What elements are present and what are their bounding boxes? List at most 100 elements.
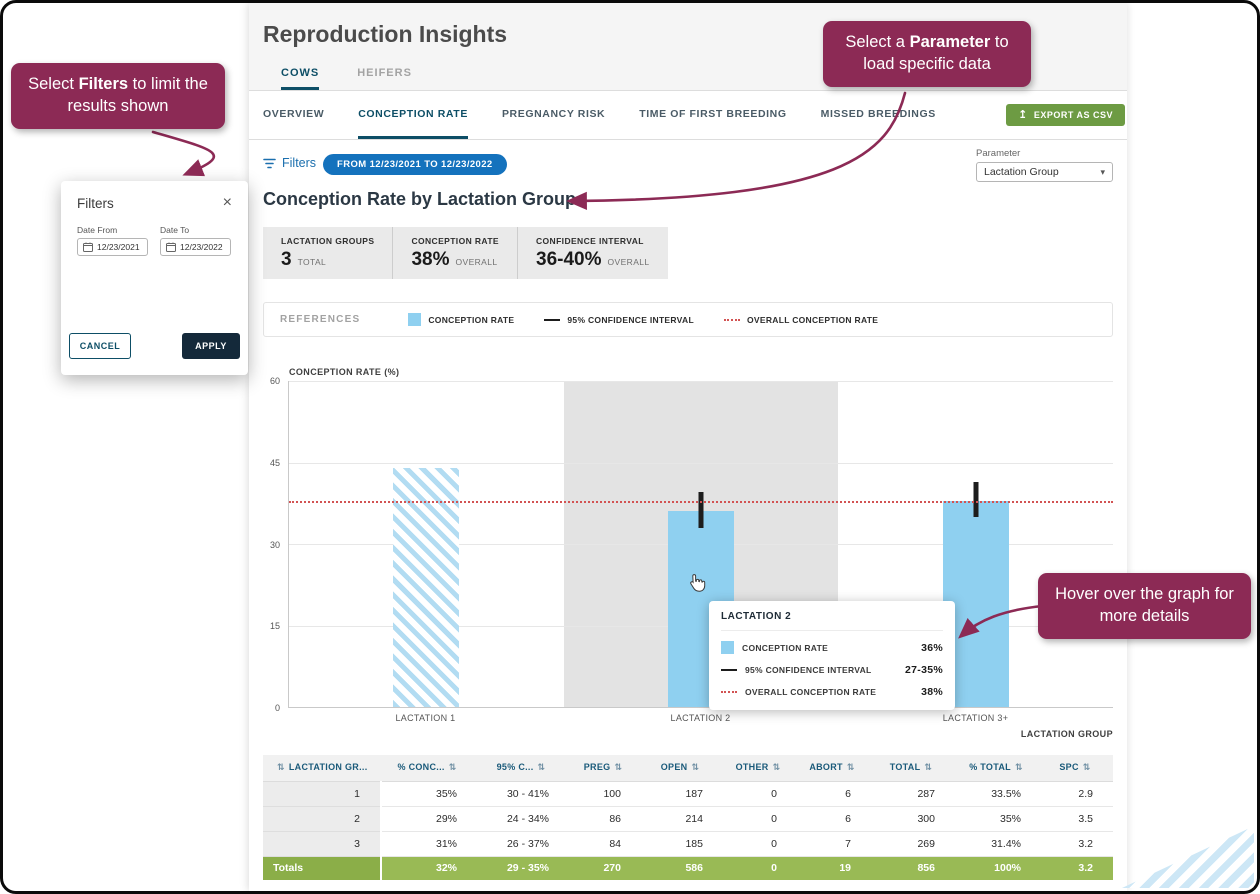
calendar-icon: [83, 242, 93, 252]
date-from-label: Date From: [77, 225, 118, 235]
tab-heifers[interactable]: HEIFERS: [357, 67, 412, 79]
table-cell: 24 - 34%: [477, 806, 569, 832]
table-cell: 187: [641, 781, 723, 807]
subtab-pregnancy-risk[interactable]: PREGNANCY RISK: [501, 107, 606, 120]
totals-cell: 0: [723, 856, 797, 880]
column-header-abort[interactable]: ABORT ⇅: [797, 755, 871, 782]
subtabs: OVERVIEW CONCEPTION RATE PREGNANCY RISK TIM…: [263, 91, 936, 139]
column-header-open[interactable]: OPEN ⇅: [641, 755, 723, 782]
export-csv-button[interactable]: ↥ EXPORT AS CSV: [1006, 104, 1125, 126]
column-header-preg[interactable]: PREG ⇅: [569, 755, 641, 782]
table-cell: 300: [871, 806, 955, 832]
row-key-cell: 3: [263, 831, 382, 857]
callout-bold-text: Parameter: [909, 33, 991, 51]
bar-lactation-1[interactable]: [393, 467, 460, 707]
table-cell: 33.5%: [955, 781, 1041, 807]
column-header--total[interactable]: % TOTAL ⇅: [955, 755, 1041, 782]
column-header-95-c-[interactable]: 95% C... ⇅: [477, 755, 569, 782]
table-cell: 0: [723, 831, 797, 857]
gridline: [289, 381, 1113, 382]
date-from-value: 12/23/2021: [97, 242, 140, 252]
sub-navigation: OVERVIEW CONCEPTION RATE PREGNANCY RISK TIM…: [249, 91, 1127, 140]
callout-bold-text: Filters: [78, 75, 129, 93]
cancel-button[interactable]: CANCEL: [69, 333, 131, 359]
sort-icon: ⇅: [277, 762, 285, 773]
column-header-spc[interactable]: SPC ⇅: [1041, 755, 1113, 782]
x-axis-label-lactation-1: LACTATION 1: [395, 713, 456, 723]
column-header-lactation-gr-[interactable]: ⇅ LACTATION GR...: [263, 755, 381, 782]
bar-chart-plot: [288, 381, 1113, 708]
sort-icon: ⇅: [448, 762, 457, 773]
sort-icon: ⇅: [537, 762, 546, 773]
table-header-row: ⇅ LACTATION GR...% CONC... ⇅ 95% C... ⇅ PREG ⇅…: [263, 755, 1113, 782]
date-from-input[interactable]: 12/23/2021: [77, 238, 148, 256]
callout-select-parameter: Select a Parameter to load specific data: [823, 21, 1031, 87]
table-cell: 6: [797, 806, 871, 832]
section-title: Conception Rate by Lactation Group: [263, 189, 577, 209]
summary-stats-bar: LACTATION GROUPS 3 TOTAL CONCEPTION RATE 38%…: [263, 227, 668, 279]
filter-icon: [263, 158, 276, 168]
parameter-select[interactable]: Lactation Group ▾: [976, 162, 1113, 182]
stat-confidence-interval: CONFIDENCE INTERVAL 36-40% OVERALL: [536, 236, 650, 270]
subtab-missed-breedings[interactable]: MISSED BREEDINGS: [820, 107, 936, 120]
table-row: 2 29% 24 - 34% 86 214 0 6 300 35% 3.5: [263, 806, 1113, 832]
sort-icon: ⇅: [1014, 762, 1023, 773]
subtab-conception-rate[interactable]: CONCEPTION RATE: [358, 91, 468, 139]
apply-button[interactable]: APPLY: [182, 333, 240, 359]
date-range-pill[interactable]: FROM 12/23/2021 TO 12/23/2022: [323, 154, 507, 175]
arrow-to-filters: [151, 130, 215, 177]
table-cell: 26 - 37%: [477, 831, 569, 857]
callout-text: Select a: [845, 33, 910, 51]
column-header--conc-[interactable]: % CONC... ⇅: [381, 755, 477, 782]
table-cell: 287: [871, 781, 955, 807]
date-from-field: Date From 12/23/2021: [77, 225, 148, 256]
primary-tabs: COWS HEIFERS: [281, 67, 412, 90]
totals-cell: 270: [569, 856, 641, 880]
table-row: 1 35% 30 - 41% 100 187 0 6 287 33.5% 2.9: [263, 781, 1113, 807]
y-axis-tick: 15: [269, 621, 280, 632]
parameter-block: Parameter Lactation Group ▾: [976, 148, 1113, 182]
parameter-selected-value: Lactation Group: [984, 166, 1059, 178]
table-row: 3 31% 26 - 37% 84 185 0 7 269 31.4% 3.2: [263, 831, 1113, 857]
subtab-time-of-first-breeding[interactable]: TIME OF FIRST BREEDING: [639, 107, 787, 120]
close-icon[interactable]: ×: [222, 194, 232, 211]
sort-icon: ⇅: [691, 762, 700, 773]
corner-stripe-decoration: [1122, 826, 1254, 888]
subtab-overview[interactable]: OVERVIEW: [263, 107, 325, 120]
x-axis-label-lactation-3+: LACTATION 3+: [942, 713, 1009, 723]
table-cell: 31.4%: [955, 831, 1041, 857]
hand-cursor-icon: [689, 573, 706, 597]
callout-select-filters: Select Filters to limit the results show…: [11, 63, 225, 129]
callout-text: Hover over the graph for more details: [1055, 585, 1234, 625]
table-cell: 100: [569, 781, 641, 807]
gridline: [289, 462, 1113, 464]
table-cell: 29%: [381, 806, 477, 832]
x-axis-labels: LACTATION 1 LACTATION 2 LACTATION 3+: [288, 713, 1113, 727]
filters-link[interactable]: Filters: [263, 156, 316, 170]
table-cell: 31%: [381, 831, 477, 857]
table-cell: 35%: [955, 806, 1041, 832]
red-dotted-swatch-icon: [723, 318, 740, 321]
date-to-field: Date To 12/23/2022: [160, 225, 231, 256]
table-cell: 269: [871, 831, 955, 857]
filters-popup: Filters × Date From 12/23/2021 Date To: [61, 181, 248, 375]
totals-cell: 19: [797, 856, 871, 880]
totals-cell: 586: [641, 856, 723, 880]
references-label: REFERENCES: [280, 314, 361, 325]
totals-label-cell: Totals: [263, 856, 382, 880]
table-cell: 2.9: [1041, 781, 1113, 807]
column-header-total[interactable]: TOTAL ⇅: [871, 755, 955, 782]
column-header-other[interactable]: OTHER ⇅: [723, 755, 797, 782]
parameter-label: Parameter: [976, 148, 1021, 159]
sort-icon: ⇅: [1082, 762, 1091, 773]
black-line-swatch-icon: [721, 669, 737, 671]
date-to-input[interactable]: 12/23/2022: [160, 238, 231, 256]
page-title: Reproduction Insights: [263, 21, 508, 47]
callout-hover-graph: Hover over the graph for more details: [1038, 573, 1251, 639]
sort-icon: ⇅: [924, 762, 933, 773]
sort-icon: ⇅: [846, 762, 855, 773]
tab-cows[interactable]: COWS: [281, 67, 320, 90]
confidence-interval-whisker: [698, 492, 704, 528]
table-cell: 35%: [381, 781, 477, 807]
